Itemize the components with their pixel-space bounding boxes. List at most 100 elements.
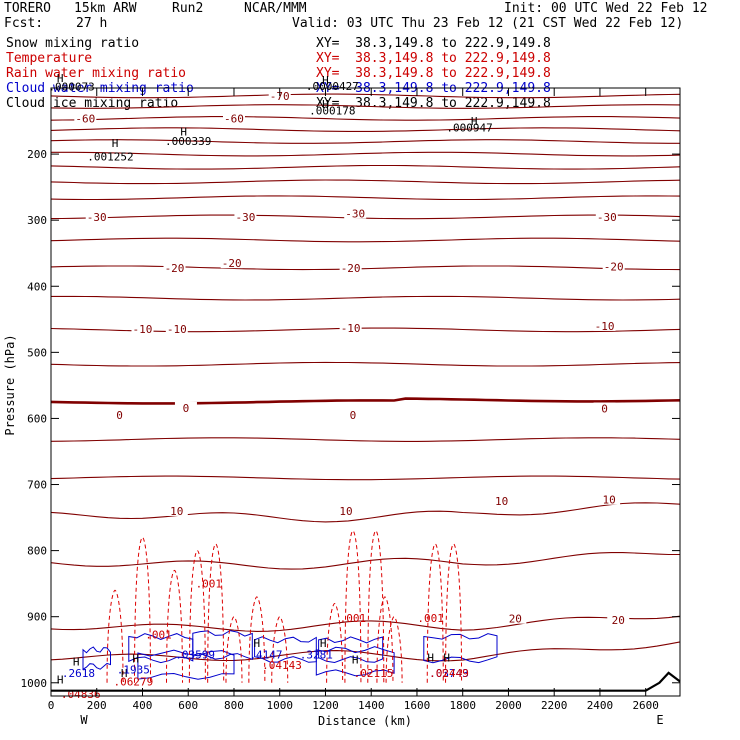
cloud-water-contour-7 bbox=[315, 646, 395, 677]
isotherm-label-6: -30 bbox=[597, 211, 617, 224]
isotherm-label-20: 10 bbox=[339, 505, 352, 518]
header-run: Run2 bbox=[172, 1, 204, 16]
isotherm-label-bg-5 bbox=[344, 207, 367, 219]
header-resolution: 15km ARW bbox=[74, 1, 137, 16]
cloud-water-contour-5 bbox=[423, 633, 498, 664]
rain-contour-5 bbox=[225, 616, 243, 683]
rain-contour-6 bbox=[248, 596, 266, 683]
cloud-water-contour-2 bbox=[192, 630, 253, 661]
isotherm-label-14: -10 bbox=[595, 320, 615, 333]
field-temperature-name: Temperature bbox=[6, 51, 93, 66]
x-tick-label-11: 2200 bbox=[541, 699, 568, 712]
isotherm-14 bbox=[50, 361, 681, 367]
isotherm-label-bg-4 bbox=[234, 210, 257, 222]
cloud-water-contour-4 bbox=[318, 636, 384, 664]
max-marker-h-11: H bbox=[352, 654, 359, 667]
header-init: Init: 00 UTC Wed 22 Feb 12 bbox=[504, 1, 708, 16]
max-marker-h-12: H bbox=[427, 652, 434, 665]
max-marker-h-8: H bbox=[121, 667, 128, 680]
axes: 0 200 400 600 800 1000 1200 1400 1600 1800 2000 220… bbox=[21, 87, 681, 712]
rain-contour-13 bbox=[445, 543, 463, 683]
isotherm-label-bg-14 bbox=[593, 319, 616, 331]
rain-contour-9 bbox=[344, 530, 362, 683]
max-label-17: .03743 bbox=[429, 667, 469, 680]
field-temperature-xy: XY= 38.3,149.8 to 222.9,149.8 bbox=[316, 51, 551, 66]
isotherm-label-bg-11 bbox=[131, 323, 154, 335]
max-marker-h-4: H bbox=[112, 137, 119, 150]
rain-contour-7 bbox=[271, 616, 289, 683]
rain-contour-8 bbox=[326, 602, 344, 683]
rain-contour-3 bbox=[188, 550, 206, 683]
max-marker-h-6: H bbox=[132, 652, 139, 665]
header-model: TORERO bbox=[4, 1, 51, 16]
isotherm-label-bg-6 bbox=[595, 210, 618, 222]
isotherm-label-22: 10 bbox=[602, 494, 615, 507]
isotherm-label-8: -20 bbox=[222, 257, 242, 270]
y-tick-label-8: 1000 bbox=[21, 677, 48, 690]
isotherm-13 bbox=[50, 327, 681, 333]
isotherm-label-bg-24 bbox=[607, 614, 630, 625]
isotherm-label-bg-18 bbox=[593, 402, 616, 414]
isotherm-label-bg-10 bbox=[602, 260, 625, 272]
isotherm-19 bbox=[50, 552, 680, 570]
max-label-12: .3281 bbox=[300, 648, 333, 661]
isotherm-label-bg-19 bbox=[165, 504, 188, 516]
isotherm-label-bg-8 bbox=[220, 257, 243, 269]
x-end-label-right: E bbox=[656, 713, 663, 727]
isotherm-label-13: -10 bbox=[341, 322, 361, 335]
x-tick-label-4: 800 bbox=[224, 699, 244, 712]
y-tick-label-1: 300 bbox=[27, 214, 47, 227]
x-tick-label-0: 0 bbox=[48, 699, 55, 712]
max-label-5: .000947 bbox=[446, 122, 492, 135]
max-marker-h-14: H bbox=[57, 673, 64, 686]
isotherm-label-bg-23 bbox=[504, 612, 527, 624]
x-tick-label-12: 2400 bbox=[587, 699, 614, 712]
isotherm-21 bbox=[50, 641, 681, 662]
temperature-contours: -70 -60 -60 -30 -30 -30 -30 -20 -20 -20 -20 -10 -10 -… bbox=[50, 89, 681, 662]
x-tick-label-2: 400 bbox=[133, 699, 153, 712]
max-marker-h-1: H bbox=[322, 74, 329, 87]
x-tick-label-13: 2600 bbox=[632, 699, 659, 712]
isotherm-7 bbox=[50, 179, 681, 185]
isotherm-label-15: 0 bbox=[116, 409, 123, 422]
header-fcst-label: Fcst: bbox=[4, 16, 44, 31]
max-label-3: .000339 bbox=[165, 135, 211, 148]
x-tick-label-1: 200 bbox=[87, 699, 107, 712]
max-marker-h-10: H bbox=[320, 637, 327, 650]
y-tick-label-6: 800 bbox=[27, 545, 47, 558]
isotherm-label-bg-17 bbox=[341, 409, 364, 421]
y-axis-label: Pressure (hPa) bbox=[3, 334, 17, 435]
max-marker-h-0: H bbox=[57, 72, 64, 85]
isotherm-17 bbox=[50, 475, 681, 481]
rain-contour-10 bbox=[367, 530, 385, 683]
isotherm-label-19: 10 bbox=[170, 505, 183, 518]
max-label-14: .1935 bbox=[117, 664, 150, 677]
isotherm-label-17: 0 bbox=[350, 409, 357, 422]
isotherm-11 bbox=[50, 265, 681, 271]
x-tick-label-3: 600 bbox=[178, 699, 198, 712]
max-label-19: .06279 bbox=[113, 675, 153, 688]
isotherm-label-bg-9 bbox=[339, 261, 362, 273]
isotherm-6 bbox=[50, 164, 681, 170]
isotherm-12 bbox=[51, 295, 681, 301]
rain-contour-14 bbox=[376, 596, 394, 683]
max-label-2: .000178 bbox=[309, 104, 355, 117]
rain-contour-4 bbox=[207, 543, 225, 683]
isotherm-0 bbox=[50, 93, 681, 99]
y-tick-label-0: 200 bbox=[27, 148, 47, 161]
isotherm-label-9: -20 bbox=[341, 262, 361, 275]
plot-frame bbox=[50, 87, 681, 697]
isotherm-label-23: 20 bbox=[509, 613, 522, 626]
isotherm-label-bg-13 bbox=[339, 321, 362, 333]
isotherm-label-0: -70 bbox=[270, 90, 290, 103]
rain-contour-12 bbox=[426, 543, 444, 683]
isotherm-label-bg-12 bbox=[165, 323, 188, 335]
x-tick-label-8: 1600 bbox=[404, 699, 431, 712]
isotherm-label-3: -30 bbox=[87, 211, 107, 224]
precip-contours bbox=[82, 530, 498, 683]
max-label-15: .04143 bbox=[262, 659, 302, 672]
isotherm-label-2: -60 bbox=[224, 112, 244, 125]
y-tick-label-5: 700 bbox=[27, 479, 47, 492]
x-tick-label-9: 1800 bbox=[449, 699, 476, 712]
